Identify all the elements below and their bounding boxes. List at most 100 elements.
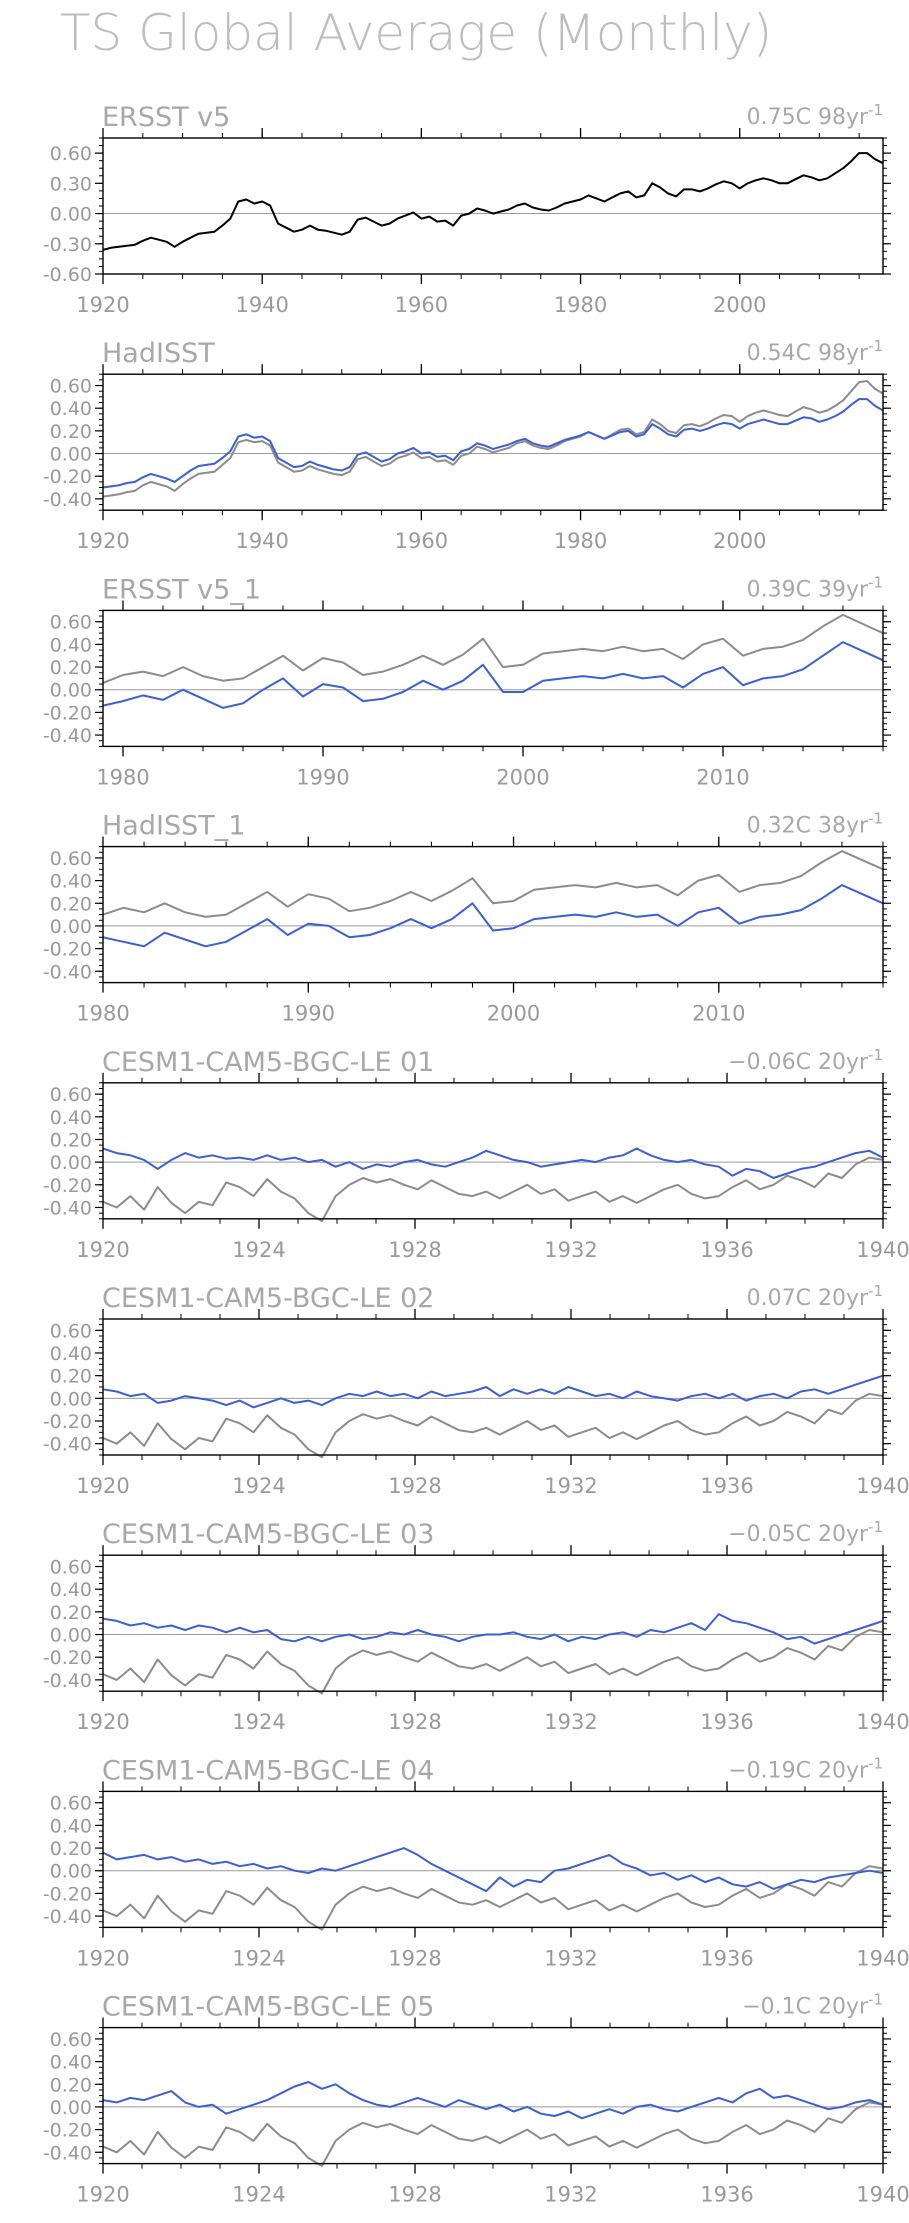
y-tick-label: 0.60 [50, 2029, 92, 2051]
plot-frame [102, 1318, 884, 1456]
trend-value: −0.1C 20yr [742, 1995, 869, 2020]
panel-9: CESM1-CAM5-BGC-LE 05 −0.1C 20yr-1 0.600.40… [43, 1991, 909, 2207]
y-tick-label: -0.20 [43, 1883, 92, 1905]
trend-value: −0.05C 20yr [728, 1522, 869, 1547]
x-tick-label: 1980 [554, 529, 607, 553]
x-tick-label: 1980 [76, 1002, 129, 1026]
x-tick-label: 1928 [388, 1946, 441, 1970]
x-tick-label: 1920 [76, 529, 129, 553]
series-line-blue [102, 398, 884, 489]
plot-frame [102, 2026, 884, 2165]
trend-value: 0.54C 98yr [747, 341, 869, 366]
y-tick-label: -0.20 [43, 1411, 92, 1433]
panel-title: CESM1-CAM5-BGC-LE 04 [102, 1755, 434, 1786]
y-tick-label: 0.40 [50, 1579, 92, 1601]
y-tick-label: 0.20 [50, 421, 92, 443]
y-tick-label: -0.40 [43, 961, 92, 983]
series-line-blue [102, 1847, 884, 1893]
trend-exponent: -1 [868, 101, 883, 119]
y-tick-label: 0.20 [50, 1602, 92, 1624]
y-tick-label: 0.00 [50, 1861, 92, 1883]
x-tick-label: 1936 [700, 2183, 753, 2207]
trend-value: 0.32C 38yr [747, 814, 869, 839]
trend-exponent: -1 [868, 1991, 883, 2009]
x-tick-label: 1936 [700, 1238, 753, 1262]
series-line-gray [102, 1156, 884, 1223]
x-tick-label: 1924 [232, 1710, 285, 1734]
x-tick-label: 2010 [692, 1002, 745, 1026]
y-tick-label: -0.20 [43, 1647, 92, 1669]
trend-value: 0.75C 98yr [747, 105, 869, 130]
y-tick-label: -0.20 [43, 1175, 92, 1197]
x-tick-label: 1940 [856, 1946, 909, 1970]
y-tick-label: 0.00 [50, 1152, 92, 1174]
x-tick-label: 1980 [554, 293, 607, 317]
y-tick-label: 0.00 [50, 444, 92, 466]
panel-5: CESM1-CAM5-BGC-LE 01 −0.06C 20yr-1 0.600.4… [43, 1046, 909, 1262]
x-tick-label: 1932 [544, 2183, 597, 2207]
x-tick-label: 1920 [76, 1238, 129, 1262]
series-line-gray [102, 1865, 884, 1931]
panel-title: ERSST v5_1 [102, 574, 261, 605]
y-tick-label: -0.20 [43, 466, 92, 488]
trend-value: 0.07C 20yr [747, 1286, 869, 1311]
y-tick-label: -0.40 [43, 1197, 92, 1219]
y-tick-label: -0.40 [43, 2142, 92, 2164]
y-tick-label: 0.40 [50, 871, 92, 893]
panel-title: CESM1-CAM5-BGC-LE 02 [102, 1283, 434, 1314]
panel-title: CESM1-CAM5-BGC-LE 05 [102, 1992, 434, 2023]
x-tick-label: 2000 [496, 765, 549, 789]
trend-label: 0.75C 98yr-1 [747, 101, 883, 130]
trend-label: 0.32C 38yr-1 [747, 810, 883, 839]
trend-exponent: -1 [868, 810, 883, 828]
y-tick-label: 0.40 [50, 1343, 92, 1365]
x-tick-label: 1936 [700, 1474, 753, 1498]
trend-label: 0.54C 98yr-1 [747, 337, 883, 366]
y-tick-label: 0.60 [50, 143, 92, 165]
x-tick-label: 2000 [487, 1002, 540, 1026]
y-tick-label: 0.20 [50, 1129, 92, 1151]
x-tick-label: 1990 [296, 765, 349, 789]
x-tick-label: 1936 [700, 1946, 753, 1970]
series-line-blue [102, 1147, 884, 1179]
y-tick-label: -0.20 [43, 2120, 92, 2142]
series-line-gray [102, 613, 884, 684]
y-tick-label: -0.60 [43, 264, 92, 286]
panel-2: HadISST 0.54C 98yr-1 0.600.400.200.00-0.20… [43, 337, 891, 553]
trend-exponent: -1 [868, 337, 883, 355]
plot-frame [102, 1790, 884, 1929]
x-tick-label: 1940 [235, 293, 288, 317]
y-tick-label: 0.40 [50, 634, 92, 656]
panel-7: CESM1-CAM5-BGC-LE 03 −0.05C 20yr-1 0.600.4… [43, 1518, 909, 1734]
y-tick-label: -0.40 [43, 489, 92, 511]
trend-value: −0.06C 20yr [728, 1050, 869, 1075]
x-tick-label: 1920 [76, 1946, 129, 1970]
x-tick-label: 1990 [282, 1002, 335, 1026]
y-tick-label: 0.60 [50, 1084, 92, 1106]
x-tick-label: 1980 [96, 765, 149, 789]
x-tick-label: 1932 [544, 1474, 597, 1498]
series-line-blue [102, 884, 884, 948]
series-line-gray [102, 1392, 884, 1459]
x-tick-label: 1940 [856, 2183, 909, 2207]
panel-title: ERSST v5 [102, 102, 230, 133]
trend-value: −0.19C 20yr [728, 1758, 869, 1783]
y-tick-label: 0.60 [50, 1320, 92, 1342]
y-tick-label: 0.00 [50, 1388, 92, 1410]
x-tick-label: 1960 [395, 293, 448, 317]
x-tick-label: 1940 [856, 1710, 909, 1734]
y-tick-label: 0.60 [50, 1793, 92, 1815]
x-tick-label: 2000 [713, 529, 766, 553]
x-tick-label: 1924 [232, 1238, 285, 1262]
y-tick-label: 0.60 [50, 848, 92, 870]
trend-value: 0.39C 39yr [747, 577, 869, 602]
trend-exponent: -1 [868, 1046, 883, 1064]
y-tick-label: 0.40 [50, 398, 92, 420]
x-tick-label: 1924 [232, 1946, 285, 1970]
x-tick-label: 1920 [76, 293, 129, 317]
y-tick-label: 0.20 [50, 2074, 92, 2096]
series-line-black [102, 152, 884, 251]
x-tick-label: 1920 [76, 2183, 129, 2207]
series-line-gray [102, 380, 884, 498]
y-tick-label: 0.00 [50, 680, 92, 702]
